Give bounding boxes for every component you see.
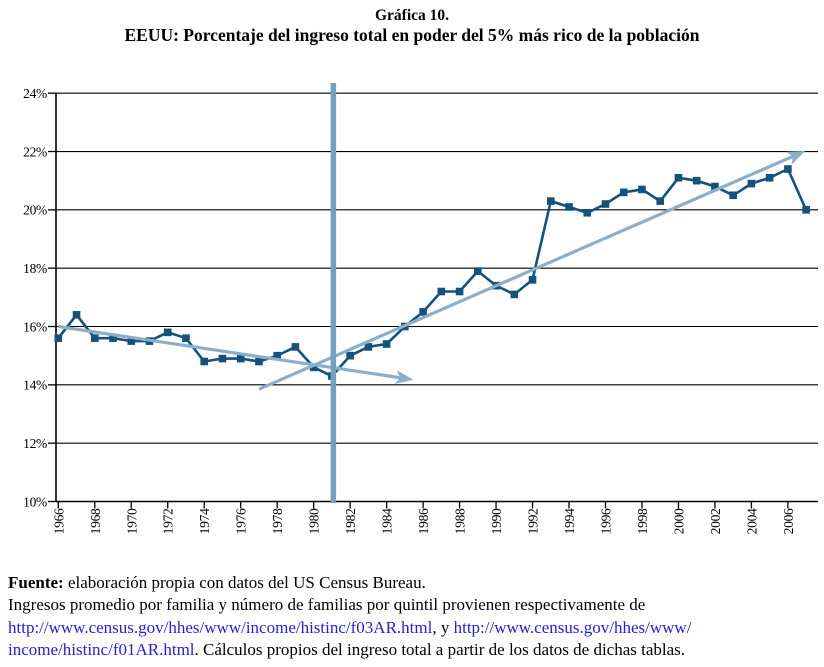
census-link[interactable]: http://www.census.gov/hhes/www/ xyxy=(453,617,692,637)
source-note-line-1: Fuente: elaboración propia con datos del… xyxy=(8,572,820,594)
census-link[interactable]: income/histinc/f01AR.html xyxy=(8,640,195,660)
gridlines: 10% 12% 14% 16% 18% 20% 22% 24% xyxy=(23,86,818,509)
data-point-marker xyxy=(236,354,245,363)
y-tick-label: 16% xyxy=(23,319,47,334)
x-tick-label: 1982 xyxy=(343,509,358,535)
x-tick-label: 1988 xyxy=(453,508,468,534)
data-point-marker xyxy=(72,311,81,319)
x-tick-label: 2000 xyxy=(671,508,686,534)
data-point-marker xyxy=(90,334,99,342)
x-tick-label: 1972 xyxy=(161,509,176,535)
x-tick-label: 1990 xyxy=(489,508,504,534)
source-label: Fuente: xyxy=(8,573,64,592)
x-tick-label: 1968 xyxy=(88,508,103,534)
data-point-marker xyxy=(309,363,318,372)
data-point-marker xyxy=(163,328,172,337)
data-point-marker xyxy=(692,176,701,185)
data-point-marker xyxy=(784,165,792,173)
y-tick-label: 14% xyxy=(23,378,47,393)
data-point-marker xyxy=(346,351,354,360)
chart-number-title: Gráfica 10. xyxy=(374,7,450,24)
data-point-marker xyxy=(711,182,719,191)
data-point-marker xyxy=(218,354,227,363)
data-point-marker xyxy=(182,334,190,342)
x-tick-label: 1986 xyxy=(416,508,431,534)
census-link[interactable]: http://www.census.gov/hhes/www/income/hi… xyxy=(8,617,433,637)
trend-arrow-up xyxy=(258,150,806,391)
x-tick-label: 1976 xyxy=(234,508,249,534)
source-text: Ingresos promedio por familia y número d… xyxy=(8,595,646,615)
data-point-marker xyxy=(802,206,810,214)
source-note-line-2: Ingresos promedio por familia y número d… xyxy=(8,594,820,616)
data-point-marker xyxy=(656,197,665,205)
y-tick-label: 20% xyxy=(23,203,47,218)
y-tick-label: 24% xyxy=(23,86,47,101)
x-tick-label: 1992 xyxy=(526,509,541,535)
x-tick-label: 1974 xyxy=(197,508,212,534)
data-point-marker xyxy=(109,334,117,342)
data-point-marker xyxy=(291,343,300,351)
data-point-marker xyxy=(601,200,610,208)
x-tick-label: 1984 xyxy=(380,508,395,534)
y-tick-label: 12% xyxy=(23,436,47,451)
data-point-marker xyxy=(200,357,209,366)
data-point-marker xyxy=(455,287,464,296)
x-tick-label: 1998 xyxy=(635,508,650,534)
data-point-marker xyxy=(255,357,263,366)
source-note-line-3: http://www.census.gov/hhes/www/income/hi… xyxy=(8,617,820,639)
data-point-marker xyxy=(619,188,628,197)
data-point-marker xyxy=(674,173,683,182)
data-point-marker xyxy=(583,208,592,217)
source-text: , y xyxy=(432,617,454,637)
data-point-marker xyxy=(729,191,737,200)
x-axis-ticks: 1966 1968 1970 1972 1974 1976 1978 1980 1982 1984… xyxy=(51,501,796,535)
data-point-marker xyxy=(364,343,373,351)
data-point-marker xyxy=(765,173,774,182)
x-tick-label: 1996 xyxy=(599,508,614,534)
data-point-marker xyxy=(565,203,573,211)
data-point-marker xyxy=(273,351,281,360)
y-tick-label: 18% xyxy=(23,261,47,276)
y-tick-label: 22% xyxy=(23,144,47,159)
trend-arrow-down xyxy=(58,324,414,385)
data-point-marker xyxy=(510,290,519,299)
data-point-marker xyxy=(419,308,427,316)
data-point-marker xyxy=(747,179,756,188)
x-tick-label: 2002 xyxy=(708,509,723,535)
data-point-marker xyxy=(54,334,63,342)
data-point-marker xyxy=(638,185,646,194)
chart-subtitle: EEUU: Porcentaje del ingreso total en po… xyxy=(124,25,700,45)
data-point-marker xyxy=(382,340,391,348)
chart-title-block: Gráfica 10. EEUU: Porcentaje del ingreso… xyxy=(0,6,824,45)
x-tick-label: 1994 xyxy=(562,508,577,534)
x-tick-label: 1980 xyxy=(307,508,322,534)
source-text: elaboración propia con datos del US Cens… xyxy=(63,573,426,592)
data-point-marker xyxy=(546,197,555,205)
x-tick-label: 1966 xyxy=(51,508,66,534)
x-tick-label: 1978 xyxy=(270,508,285,534)
x-tick-label: 2004 xyxy=(744,508,759,534)
x-tick-label: 2006 xyxy=(781,508,796,534)
data-point-marker xyxy=(474,267,482,275)
data-point-marker xyxy=(437,287,446,296)
source-note-line-4: income/histinc/f01AR.html. Cálculos prop… xyxy=(8,639,820,661)
data-point-marker xyxy=(127,337,136,345)
source-note: Fuente: elaboración propia con datos del… xyxy=(8,572,820,662)
source-text: . Cálculos propios del ingreso total a p… xyxy=(194,640,686,660)
data-point-marker xyxy=(528,276,537,284)
x-tick-label: 1970 xyxy=(124,508,139,534)
y-tick-label: 10% xyxy=(23,494,47,509)
